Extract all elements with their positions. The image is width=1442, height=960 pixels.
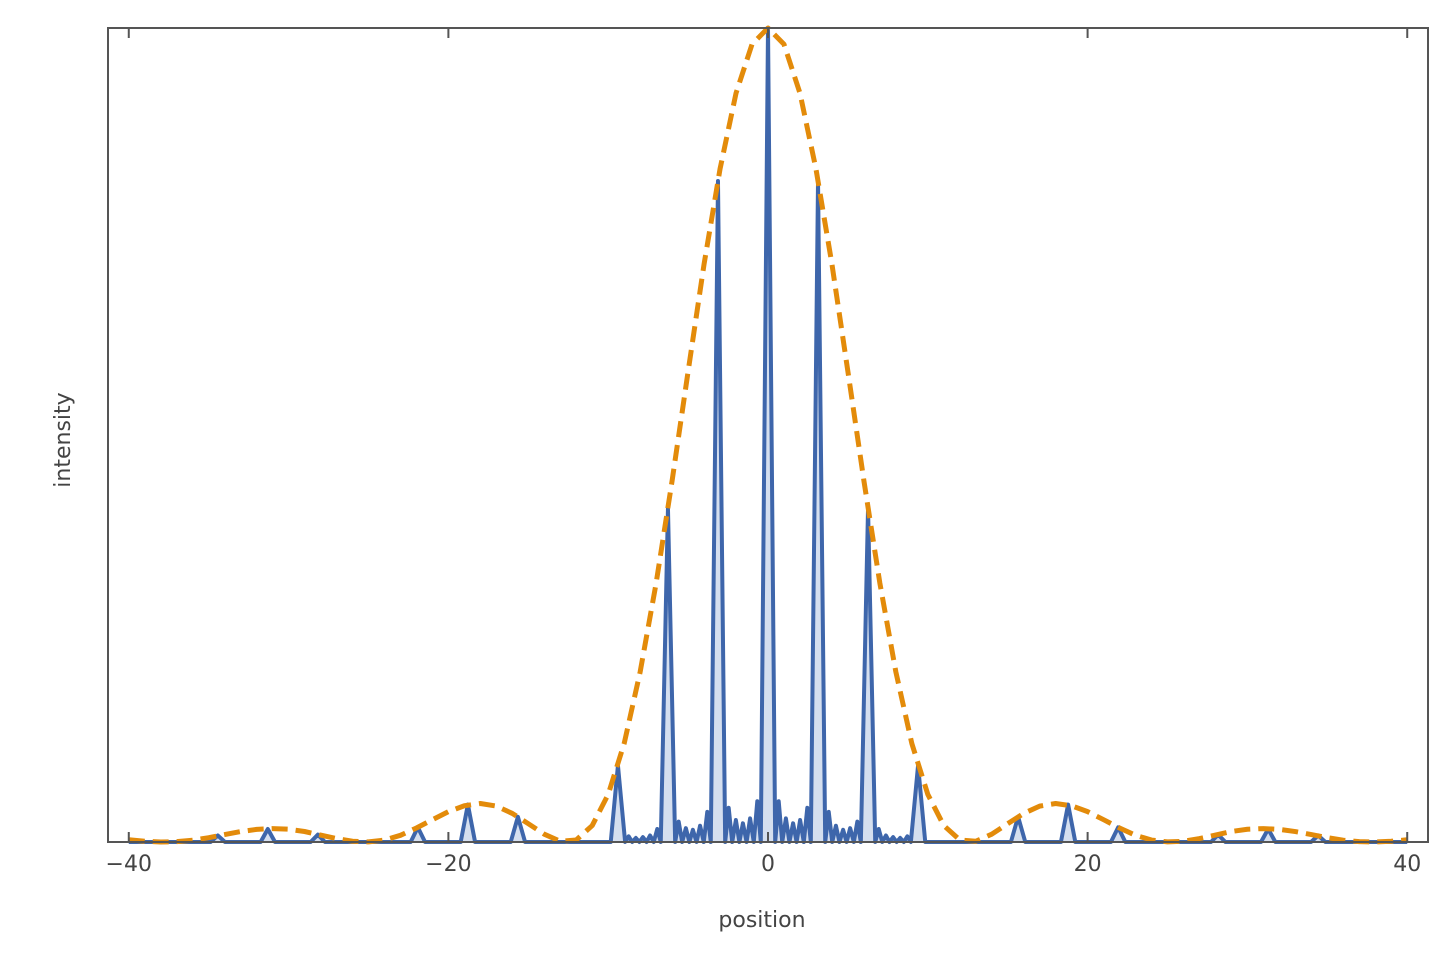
x-tick-label: 20: [1074, 852, 1102, 877]
x-tick-label: 40: [1393, 852, 1421, 877]
x-tick-label: 0: [761, 852, 775, 877]
x-tick-label: −20: [425, 852, 471, 877]
x-tick-label: −40: [106, 852, 152, 877]
area-fill: [128, 28, 1408, 842]
x-axis-label: position: [718, 908, 805, 933]
y-axis-label: intensity: [51, 392, 76, 487]
